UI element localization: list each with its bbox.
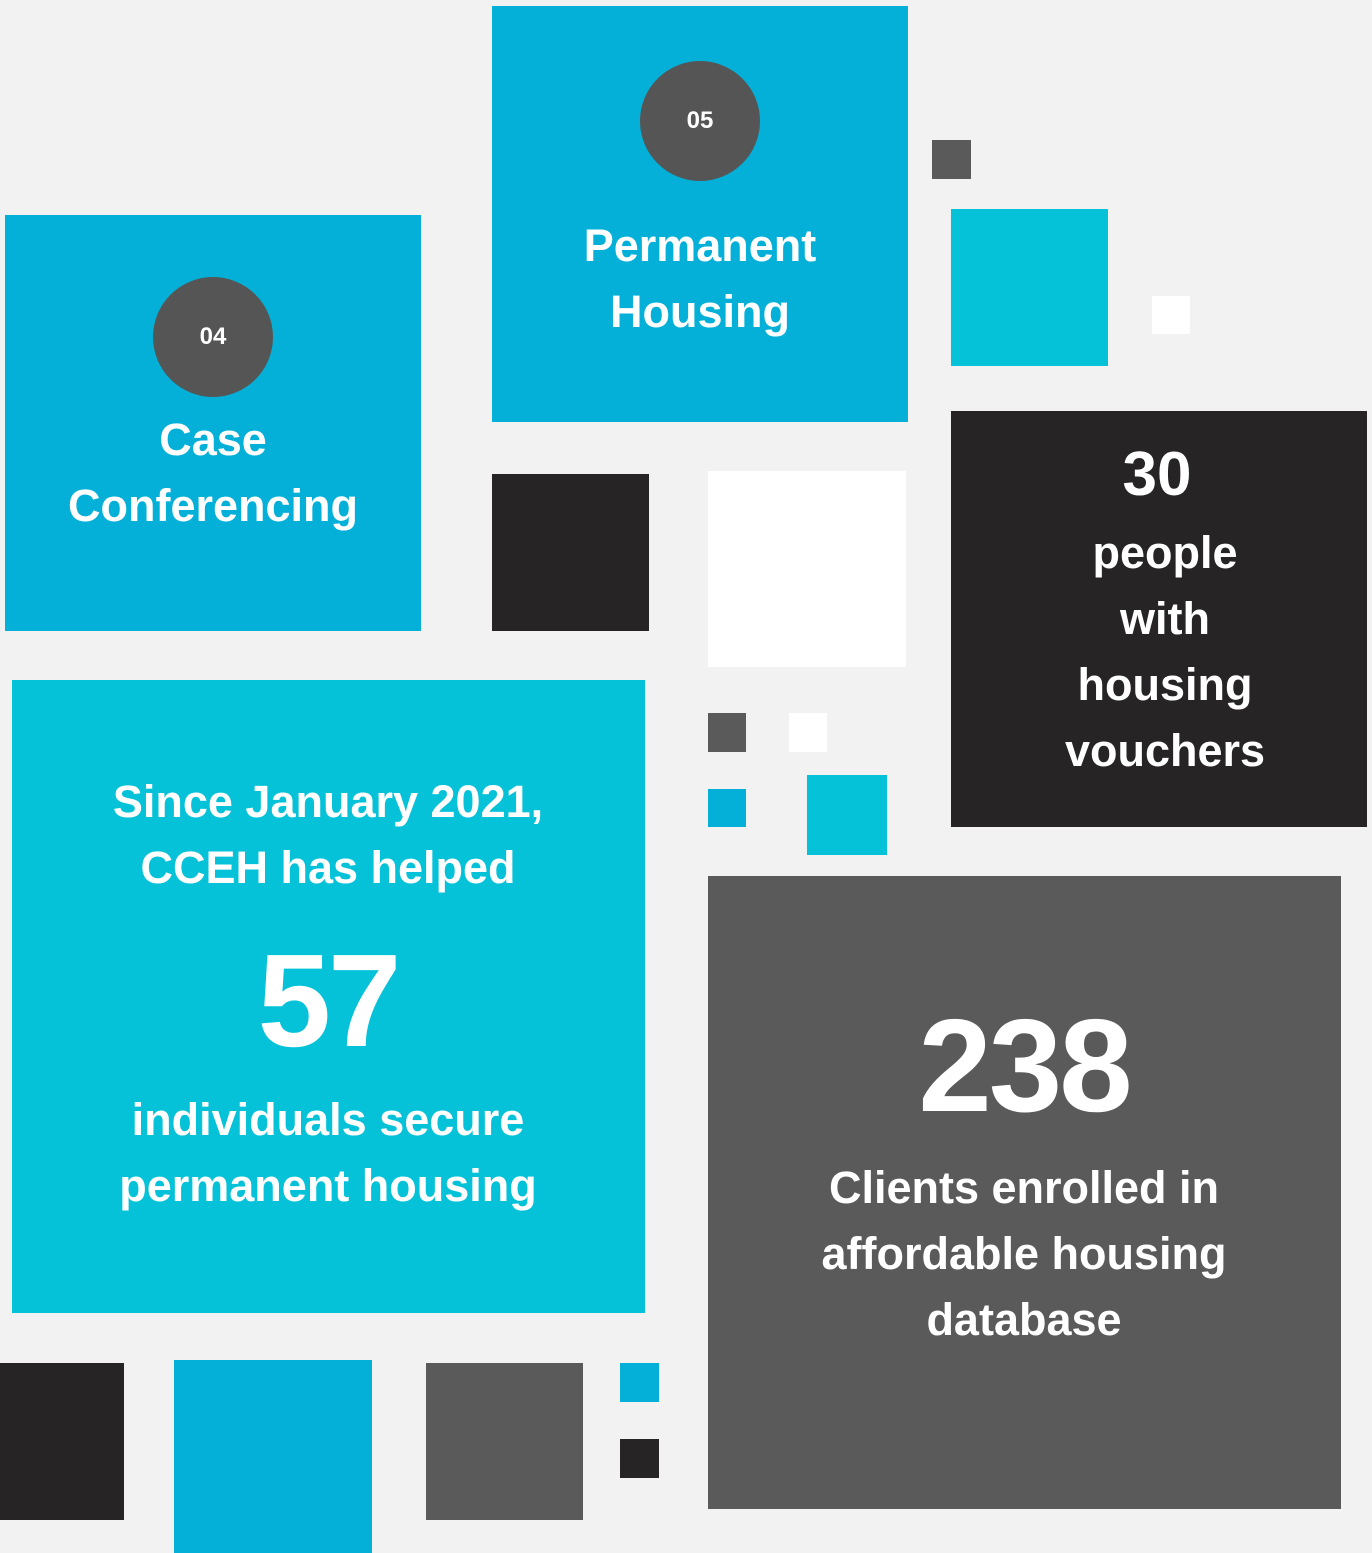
tile	[12, 680, 645, 1313]
step-number: 05	[640, 61, 760, 181]
decor	[951, 209, 1108, 366]
stat-caption: Clients enrolled in affordable housing d…	[821, 1162, 1227, 1345]
tile	[951, 411, 1367, 827]
stat-intro: Since January 2021, CCEH has helped	[112, 776, 544, 893]
decor	[620, 1439, 659, 1478]
stat-value: 57	[257, 927, 402, 1074]
decor	[807, 775, 887, 855]
decor	[708, 713, 746, 752]
tile	[708, 876, 1341, 1509]
decor	[708, 471, 906, 667]
decor	[932, 140, 971, 179]
decor	[1152, 296, 1190, 334]
stat-value: 238	[918, 992, 1132, 1139]
step-label: Permanent Housing	[583, 220, 817, 337]
decor	[0, 1363, 124, 1520]
step-label: Case Conferencing	[67, 414, 359, 531]
decor	[426, 1363, 583, 1520]
step-number: 04	[153, 277, 273, 397]
decor	[708, 789, 746, 827]
stat-caption: people with housing vouchers	[1064, 527, 1266, 776]
decor	[174, 1360, 372, 1553]
stat-caption: individuals secure permanent housing	[119, 1094, 537, 1211]
decor	[620, 1363, 659, 1402]
decor	[492, 474, 649, 631]
stat-value: 30	[1122, 440, 1192, 509]
decor	[789, 713, 827, 752]
